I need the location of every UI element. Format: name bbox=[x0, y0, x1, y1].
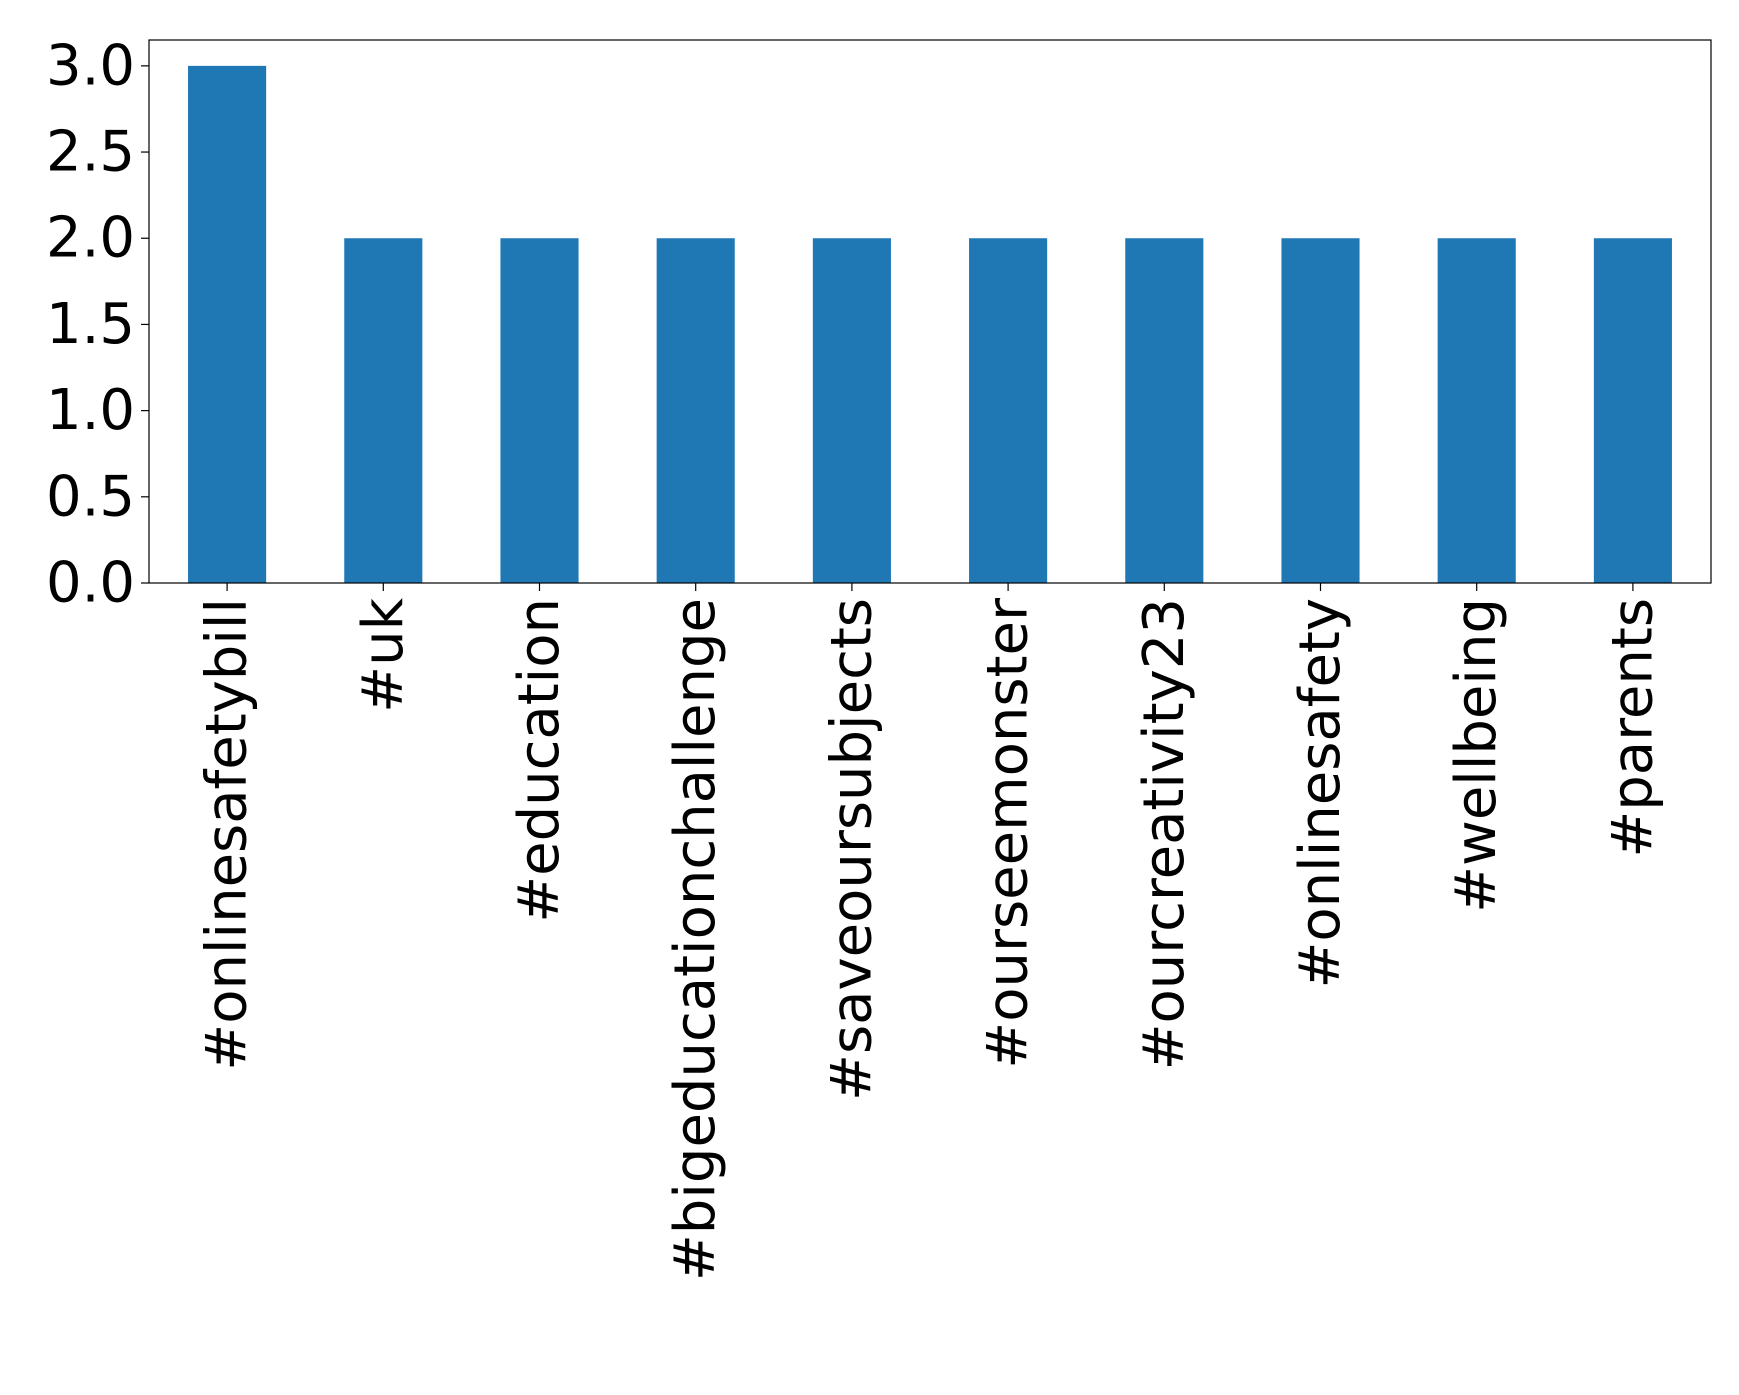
x-tick-label: #wellbeing bbox=[1444, 598, 1509, 913]
bar bbox=[188, 65, 267, 584]
bar bbox=[1437, 238, 1516, 583]
plot-frame bbox=[148, 39, 1712, 584]
x-tick-label: #ourcreativity23 bbox=[1132, 598, 1197, 1070]
x-tick-label: #education bbox=[507, 598, 572, 923]
x-tick-label: #bigeducationchallenge bbox=[663, 598, 728, 1281]
y-tick-label: 3.0 bbox=[46, 33, 135, 98]
x-tick-label: #onlinesafetybill bbox=[195, 598, 260, 1071]
bar bbox=[1125, 238, 1204, 583]
y-tick-label: 1.5 bbox=[46, 292, 135, 357]
bar bbox=[812, 238, 891, 583]
bars-layer bbox=[188, 65, 1672, 584]
x-tick-label: #uk bbox=[351, 597, 416, 712]
bar bbox=[656, 238, 735, 583]
bar bbox=[500, 238, 579, 583]
x-tick-label: #ourseemonster bbox=[976, 597, 1041, 1069]
y-tick-label: 2.0 bbox=[46, 206, 135, 271]
y-tick-label: 1.0 bbox=[46, 378, 135, 443]
y-tick-label: 0.0 bbox=[46, 551, 135, 616]
bar bbox=[969, 238, 1048, 583]
x-tick-label: #saveoursubjects bbox=[819, 598, 884, 1101]
bar bbox=[344, 238, 423, 583]
x-tick-label: #onlinesafety bbox=[1288, 598, 1353, 989]
x-axis: #onlinesafetybill #uk #education #bigeducat… bbox=[195, 583, 1665, 1281]
bar bbox=[1281, 238, 1360, 583]
y-tick-label: 0.5 bbox=[46, 464, 135, 529]
x-tick-label: #parents bbox=[1600, 598, 1665, 858]
y-axis: 0.0 0.5 1.0 1.5 2.0 2.5 3.0 bbox=[46, 33, 149, 616]
y-tick-label: 2.5 bbox=[46, 120, 135, 185]
bar bbox=[1593, 238, 1672, 583]
